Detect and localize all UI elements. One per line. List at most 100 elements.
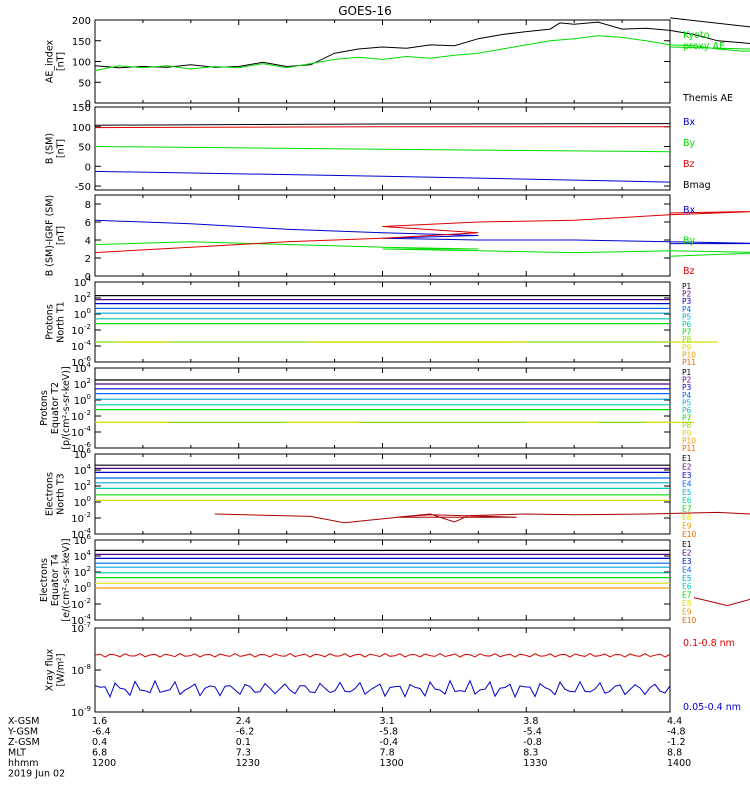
channel-label: P3 [682, 383, 692, 392]
series-line [94, 146, 671, 153]
channel-label: P4 [682, 391, 692, 400]
y-tick-label: 4 [85, 236, 91, 247]
series-line [94, 126, 670, 129]
y-tick-label: 50 [78, 78, 91, 89]
footer-value: 1230 [236, 758, 260, 769]
legend-entry: By [683, 236, 696, 247]
y-tick-label: 0 [85, 99, 91, 110]
channel-label: E3 [682, 557, 692, 566]
y-axis-label: Protons [45, 304, 56, 340]
series-line [94, 35, 750, 72]
y-tick-label: 100 [74, 393, 91, 407]
channel-label: P5 [682, 312, 692, 321]
footer-value: 2.4 [236, 716, 251, 727]
panel-frame-7 [94, 539, 671, 621]
y-tick-label: 102 [74, 479, 91, 493]
y-axis-label: [e/(cm²-s-sr-keV)] [61, 538, 72, 621]
channel-label: P11 [682, 358, 696, 367]
footer-value: -0.8 [523, 737, 542, 748]
y-tick-label: 104 [74, 275, 92, 289]
panel-frame-8 [94, 627, 671, 713]
legend-entry: 0.05-0.4 nm [683, 702, 741, 713]
footer-value: 8.8 [667, 748, 682, 759]
legend-entry: Bz [683, 159, 695, 170]
y-axis-label: North T1 [56, 301, 67, 342]
channel-label: P1 [682, 282, 692, 291]
channel-label: E4 [682, 565, 692, 574]
footer-value: 1300 [380, 758, 404, 769]
y-axis-label: Electrons [45, 472, 56, 516]
footer-value: 1400 [667, 758, 691, 769]
legend-entry: Bx [683, 205, 696, 216]
y-tick-label: 100 [72, 58, 91, 69]
y-tick-label: 102 [74, 377, 91, 391]
channel-label: P9 [682, 429, 692, 438]
channel-label: P11 [682, 444, 696, 453]
y-axis-label: [nT] [56, 139, 67, 158]
channel-label: E7 [682, 591, 692, 600]
y-tick-label: 10-2 [71, 511, 91, 525]
channel-label: E9 [682, 522, 692, 531]
series-line [94, 679, 671, 699]
channel-label: E4 [682, 479, 692, 488]
legend-entry: Bmag [683, 180, 711, 191]
y-axis-label: [nT] [56, 226, 67, 245]
series-line [94, 653, 671, 658]
panel-frame-1 [94, 19, 671, 104]
e9-curve [693, 597, 750, 607]
channel-label: E10 [682, 530, 697, 539]
series-line [94, 241, 750, 257]
y-tick-label: 106 [74, 447, 92, 461]
channel-label: P8 [682, 421, 692, 430]
series-line [94, 219, 750, 245]
y-axis-label: Equator T4 [50, 554, 61, 606]
legend-entry: Themis AE [682, 93, 733, 104]
y-axis-label: B (SM) [45, 133, 56, 164]
footer-value: -5.8 [380, 727, 399, 738]
legend-entry: Bx [683, 117, 696, 128]
panel-frame-6 [94, 453, 671, 535]
legend-entry: 0.1-0.8 nm [683, 638, 735, 649]
channel-label: E8 [682, 513, 692, 522]
y-tick-label: 10-4 [71, 425, 91, 439]
y-tick-label: 10-7 [71, 621, 91, 635]
footer-value: 8.3 [523, 748, 538, 759]
y-axis-label: [W/m²] [56, 653, 67, 686]
footer-value: 6.8 [92, 748, 107, 759]
y-tick-label: 50 [78, 143, 91, 154]
y-tick-label: 2 [85, 254, 91, 265]
channel-label: P5 [682, 398, 692, 407]
channel-label: P8 [682, 335, 692, 344]
channel-label: P4 [682, 305, 692, 314]
series-line [94, 210, 750, 254]
legend-entry: Kyoto [683, 30, 710, 41]
footer-value: 1200 [92, 758, 116, 769]
y-tick-label: 10-2 [71, 597, 91, 611]
footer-value: -0.4 [380, 737, 399, 748]
footer-value: -1.2 [667, 737, 686, 748]
channel-label: P3 [682, 297, 692, 306]
y-tick-label: 102 [74, 291, 91, 305]
y-axis-label: Xray flux [45, 648, 56, 691]
footer-value: -5.4 [523, 727, 542, 738]
y-tick-label: 200 [72, 16, 91, 27]
y-tick-label: 0 [85, 162, 91, 173]
footer-value: 3.1 [380, 716, 395, 727]
channel-label: P10 [682, 350, 696, 359]
y-tick-label: 106 [74, 533, 92, 547]
channel-label: P9 [682, 343, 692, 352]
y-axis-label: AE_index [45, 40, 56, 84]
channel-label: P2 [682, 376, 692, 385]
legend-entry: Bz [683, 266, 695, 277]
panel-frame-2 [94, 106, 671, 191]
y-axis-label: Electrons [39, 558, 50, 602]
footer-row-label: X-GSM [8, 716, 39, 727]
footer-date: 2019 Jun 02 [8, 769, 65, 780]
series-line [94, 170, 671, 183]
footer-row-label: Z-GSM [8, 737, 40, 748]
y-tick-label: 100 [74, 581, 91, 595]
footer-value: 0.1 [236, 737, 251, 748]
channel-label: E6 [682, 582, 692, 591]
footer-value: 7.3 [236, 748, 251, 759]
